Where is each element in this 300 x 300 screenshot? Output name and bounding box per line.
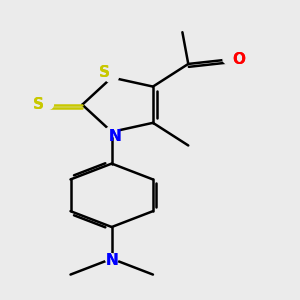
Text: N: N bbox=[108, 129, 121, 144]
Text: O: O bbox=[232, 52, 245, 67]
Circle shape bbox=[105, 127, 118, 137]
Circle shape bbox=[105, 73, 118, 82]
Circle shape bbox=[105, 254, 118, 264]
Text: N: N bbox=[108, 129, 121, 144]
Circle shape bbox=[223, 54, 236, 64]
Text: N: N bbox=[105, 254, 118, 268]
Text: S: S bbox=[99, 65, 110, 80]
Text: N: N bbox=[105, 254, 118, 268]
Text: O: O bbox=[232, 52, 245, 67]
Text: S: S bbox=[33, 97, 44, 112]
Text: S: S bbox=[99, 65, 110, 80]
Circle shape bbox=[40, 100, 53, 110]
Text: S: S bbox=[33, 97, 44, 112]
